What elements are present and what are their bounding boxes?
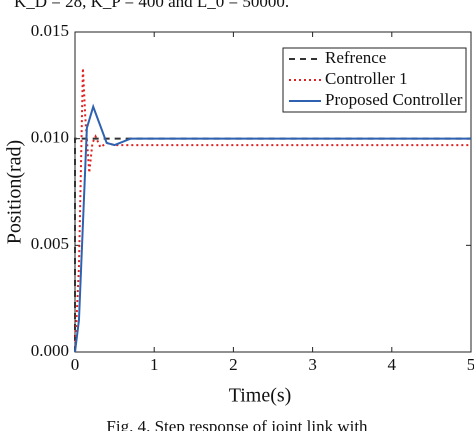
legend-label: Proposed Controller	[325, 90, 463, 109]
y-axis-label: Position(rad)	[4, 140, 26, 244]
series-line	[74, 68, 471, 353]
x-tick-label: 2	[229, 355, 238, 374]
caption: Fig. 4. Step response of joint link with	[106, 417, 368, 431]
y-tick-label: 0.005	[31, 234, 69, 253]
x-tick-label: 0	[71, 355, 80, 374]
y-tick-label: 0.000	[31, 341, 69, 360]
x-tick-label: 4	[388, 355, 397, 374]
series-line	[74, 103, 471, 353]
y-tick-label: 0.015	[31, 21, 69, 40]
x-tick-label: 5	[467, 355, 474, 374]
x-tick-label: 1	[150, 355, 159, 374]
legend-label: Controller 1	[325, 69, 408, 88]
legend-label: Refrence	[325, 48, 386, 67]
x-axis-label: Time(s)	[229, 385, 292, 407]
y-tick-label: 0.010	[31, 128, 69, 147]
series-line	[74, 137, 471, 352]
x-tick-label: 3	[308, 355, 317, 374]
header-text: K_D = 28, K_P = 400 and L_0 = 50000.	[14, 0, 289, 11]
